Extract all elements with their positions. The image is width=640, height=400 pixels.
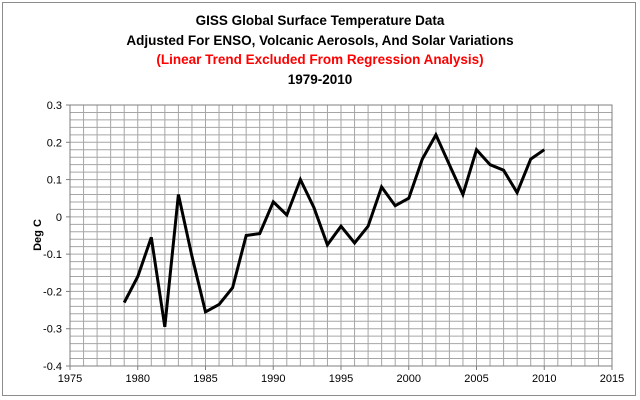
y-tick-label: -0.1: [43, 249, 62, 261]
x-tick-label: 1980: [126, 373, 150, 385]
series-line: [122, 131, 546, 328]
x-tick-label: 2015: [600, 373, 624, 385]
x-tick-label: 1990: [261, 373, 285, 385]
chart-grid: [69, 104, 613, 367]
chart-title-line-4: 1979-2010: [287, 71, 353, 87]
y-tick-label: 0.1: [47, 175, 62, 187]
y-tick-label: -0.2: [43, 286, 62, 298]
x-axis-ticks: 1975 1980 1985 1990 1995 2000 2005 2010 2015: [58, 366, 624, 385]
y-tick-label: -0.3: [43, 324, 62, 336]
x-tick-label: 2010: [532, 373, 556, 385]
chart-title-line-2: Adjusted For ENSO, Volcanic Aerosols, An…: [126, 32, 514, 48]
x-tick-label: 2000: [397, 373, 421, 385]
x-tick-label: 1975: [58, 373, 82, 385]
chart-title-block: GISS Global Surface Temperature Data Adj…: [3, 11, 637, 89]
y-tick-label: 0.2: [47, 137, 62, 149]
y-axis-label: Deg C: [32, 219, 44, 251]
y-tick-label: -0.4: [43, 361, 62, 373]
y-axis-ticks: 0.3 0.2 0.1 0 -0.1 -0.2 -0.3 -0.4: [43, 100, 70, 373]
chart-title-line-3: (Linear Trend Excluded From Regression A…: [156, 52, 484, 67]
y-tick-label: 0.3: [47, 100, 62, 112]
x-tick-label: 1985: [193, 373, 217, 385]
chart-title-line-1: GISS Global Surface Temperature Data: [195, 13, 445, 28]
x-tick-label: 2005: [464, 373, 488, 385]
x-tick-label: 1995: [329, 373, 353, 385]
chart-marks: [122, 131, 546, 328]
y-tick-label: 0: [56, 212, 62, 224]
